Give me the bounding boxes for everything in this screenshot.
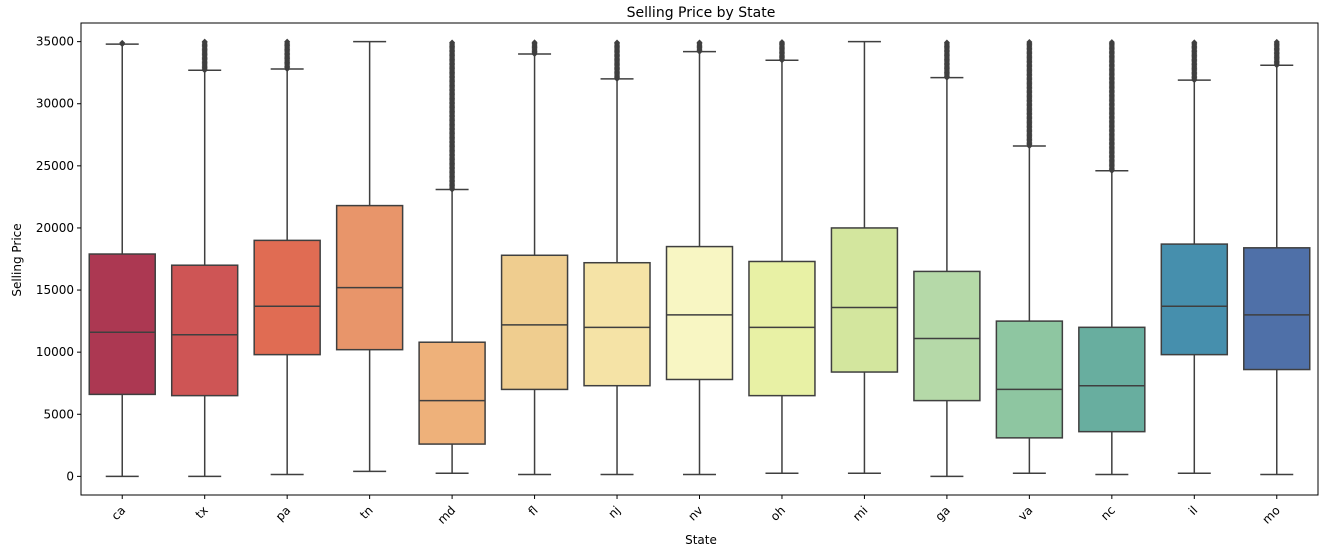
y-tick-label: 0 bbox=[66, 469, 74, 483]
outliers bbox=[1273, 38, 1280, 69]
outlier-point bbox=[1108, 39, 1115, 46]
box-il bbox=[1160, 39, 1229, 475]
iqr-box bbox=[418, 341, 486, 445]
x-tick-label-nv: nv bbox=[685, 503, 705, 523]
iqr-box bbox=[170, 264, 239, 397]
box-ca bbox=[88, 39, 156, 478]
outliers bbox=[1026, 38, 1033, 149]
iqr-box bbox=[335, 204, 404, 351]
x-tick-label-nc: nc bbox=[1098, 503, 1118, 523]
outliers bbox=[449, 39, 456, 193]
box-mo bbox=[1243, 38, 1311, 476]
iqr-box bbox=[1160, 243, 1229, 356]
y-tick-label: 5000 bbox=[43, 407, 74, 421]
plot-area bbox=[80, 22, 1319, 496]
y-tick-label: 10000 bbox=[36, 345, 74, 359]
outliers bbox=[614, 39, 621, 82]
outliers bbox=[696, 39, 703, 55]
outliers bbox=[778, 39, 785, 64]
outliers bbox=[1191, 39, 1198, 84]
iqr-box bbox=[583, 261, 651, 387]
chart-title: Selling Price by State bbox=[627, 5, 776, 21]
y-axis: 0 5000 10000 15000 20000 25000 30000 35000 bbox=[36, 35, 81, 483]
x-tick-label-tn: tn bbox=[357, 503, 376, 522]
y-tick-label: 30000 bbox=[36, 97, 74, 111]
outliers bbox=[201, 38, 208, 74]
y-tick-label: 15000 bbox=[36, 283, 74, 297]
box-va bbox=[995, 38, 1064, 475]
box-fl bbox=[500, 39, 569, 476]
outliers bbox=[119, 39, 126, 48]
outliers bbox=[1108, 39, 1115, 174]
outlier-point bbox=[696, 39, 703, 46]
y-tick-label: 25000 bbox=[36, 159, 74, 173]
x-tick-label-tx: tx bbox=[193, 503, 211, 521]
iqr-box bbox=[253, 239, 321, 356]
iqr-box bbox=[1078, 326, 1146, 433]
x-tick-label-va: va bbox=[1015, 503, 1035, 523]
iqr-box bbox=[995, 320, 1064, 439]
outlier-point bbox=[778, 39, 785, 46]
y-axis-label: Selling Price bbox=[10, 223, 24, 296]
x-tick-label-mo: mo bbox=[1260, 503, 1283, 526]
iqr-box bbox=[500, 254, 569, 391]
iqr-box bbox=[748, 260, 816, 397]
x-tick-label-oh: oh bbox=[768, 503, 788, 523]
x-tick-label-md: md bbox=[435, 503, 459, 527]
box-ga bbox=[913, 39, 981, 478]
box-md bbox=[418, 39, 486, 475]
outlier-point bbox=[1026, 38, 1033, 45]
iqr-box bbox=[830, 227, 899, 373]
outlier-point bbox=[1191, 39, 1198, 46]
x-tick-label-ga: ga bbox=[933, 503, 953, 523]
x-tick-label-mi: mi bbox=[850, 503, 871, 524]
x-tick-label-nj: nj bbox=[606, 503, 624, 521]
outlier-point bbox=[201, 38, 208, 45]
box-mi bbox=[830, 40, 899, 475]
box-oh bbox=[748, 39, 816, 475]
box-tn bbox=[335, 40, 404, 473]
outlier-point bbox=[531, 39, 538, 46]
outliers bbox=[943, 39, 950, 81]
x-tick-label-fl: fl bbox=[525, 503, 540, 518]
iqr-box bbox=[913, 270, 981, 402]
y-tick-label: 20000 bbox=[36, 221, 74, 235]
iqr-box bbox=[88, 253, 156, 396]
x-tick-label-il: il bbox=[1186, 503, 1201, 518]
outlier-point bbox=[614, 39, 621, 46]
box-nc bbox=[1078, 39, 1146, 476]
outlier-point bbox=[449, 39, 456, 46]
y-tick-label: 35000 bbox=[36, 35, 74, 49]
x-axis-label: State bbox=[685, 533, 717, 547]
outliers bbox=[284, 38, 291, 72]
outlier-point bbox=[284, 38, 291, 45]
outlier-point bbox=[1273, 38, 1280, 45]
iqr-box bbox=[665, 245, 734, 381]
outliers bbox=[531, 39, 538, 58]
outlier-point bbox=[119, 39, 126, 46]
outlier-point bbox=[943, 39, 950, 46]
x-tick-label-pa: pa bbox=[273, 503, 293, 523]
box-nj bbox=[583, 39, 651, 476]
x-axis: ca tx pa tn md fl nj nv oh mi ga va nc il mo bbox=[109, 495, 1283, 527]
x-tick-label-ca: ca bbox=[109, 503, 129, 523]
box-pa bbox=[253, 38, 321, 476]
box-nv bbox=[665, 39, 734, 476]
box-tx bbox=[170, 38, 239, 478]
iqr-box bbox=[1243, 247, 1311, 371]
